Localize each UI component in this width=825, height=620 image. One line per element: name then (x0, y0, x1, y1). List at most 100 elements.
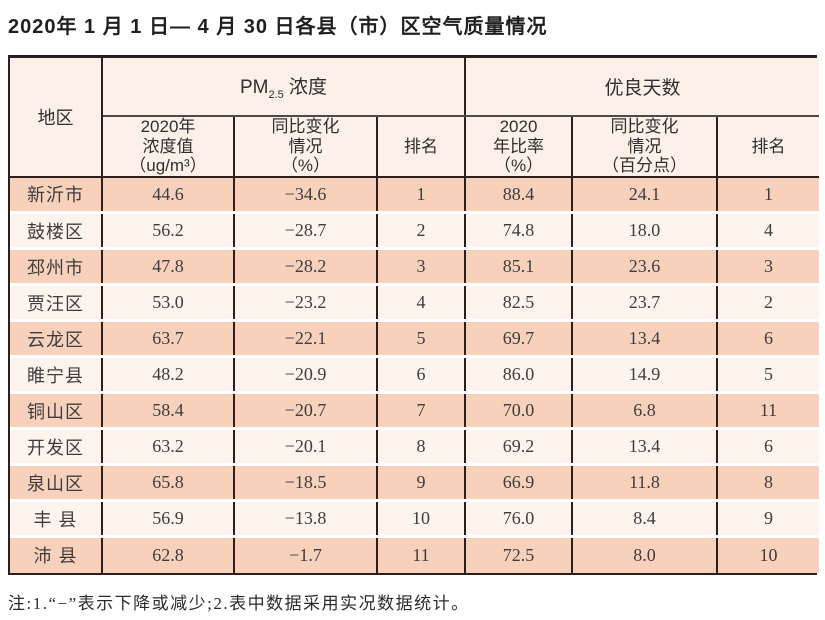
pm-value-cell: 53.0 (102, 284, 235, 323)
pm-change-cell: −18.5 (234, 464, 378, 503)
pm-value-cell: 58.4 (102, 392, 235, 431)
good-change-cell: 14.9 (572, 356, 719, 395)
region-cell: 沛 县 (10, 536, 103, 573)
region-cell: 丰 县 (10, 500, 103, 539)
table-header: 地区 PM2.5 浓度 优良天数 2020年 浓度值 （ug/m³） 同比变化 … (10, 58, 820, 178)
good-rate-cell: 82.5 (465, 284, 574, 323)
good-change-cell: 11.8 (572, 464, 719, 503)
pm-rank-cell: 11 (377, 536, 467, 573)
region-cell: 泉山区 (10, 464, 103, 503)
column-header-region: 地区 (10, 58, 103, 178)
pm-change-cell: −22.1 (234, 320, 378, 359)
table-row: 沛 县 62.8 −1.7 11 72.5 8.0 10 (10, 536, 820, 573)
good-rate-cell: 76.0 (465, 500, 574, 539)
table-row: 鼓楼区 56.2 −28.7 2 74.8 18.0 4 (10, 212, 820, 251)
table-row: 邳州市 47.8 −28.2 3 85.1 23.6 3 (10, 248, 820, 287)
region-cell: 云龙区 (10, 320, 103, 359)
table-row: 开发区 63.2 −20.1 8 69.2 13.4 6 (10, 428, 820, 467)
pm-change-cell: −23.2 (234, 284, 378, 323)
column-header-good-rank: 排名 (717, 116, 820, 178)
table-body: 新沂市 44.6 −34.6 1 88.4 24.1 1 鼓楼区 56.2 −28.7 2 74.8 1… (10, 176, 820, 573)
pm-change-cell: −1.7 (234, 536, 378, 573)
region-cell: 睢宁县 (10, 356, 103, 395)
good-rank-cell: 10 (717, 536, 820, 573)
good-rate-cell: 86.0 (465, 356, 574, 395)
pm-change-cell: −34.6 (234, 176, 378, 215)
column-header-pm-rank: 排名 (377, 116, 467, 178)
table-row: 贾汪区 53.0 −23.2 4 82.5 23.7 2 (10, 284, 820, 323)
pm-value-cell: 56.9 (102, 500, 235, 539)
good-rate-cell: 66.9 (465, 464, 574, 503)
table-row: 泉山区 65.8 −18.5 9 66.9 11.8 8 (10, 464, 820, 503)
region-cell: 开发区 (10, 428, 103, 467)
good-rate-cell: 70.0 (465, 392, 574, 431)
good-rate-cell: 69.2 (465, 428, 574, 467)
pm-rank-cell: 4 (377, 284, 467, 323)
column-header-good-rate: 2020 年比率 （%） (465, 116, 574, 178)
good-change-cell: 23.6 (572, 248, 719, 287)
pm-value-cell: 47.8 (102, 248, 235, 287)
good-rate-cell: 72.5 (465, 536, 574, 573)
pm-change-cell: −28.2 (234, 248, 378, 287)
pm-rank-cell: 9 (377, 464, 467, 503)
good-change-cell: 8.0 (572, 536, 719, 573)
region-cell: 贾汪区 (10, 284, 103, 323)
pm-rank-cell: 10 (377, 500, 467, 539)
good-rank-cell: 9 (717, 500, 820, 539)
good-rank-cell: 5 (717, 356, 820, 395)
good-rank-cell: 6 (717, 428, 820, 467)
pm-change-cell: −13.8 (234, 500, 378, 539)
pm-value-cell: 56.2 (102, 212, 235, 251)
column-header-pm-change: 同比变化 情况 （%） (234, 116, 378, 178)
pm-value-cell: 44.6 (102, 176, 235, 215)
column-header-good-change: 同比变化 情况 （百分点） (572, 116, 719, 178)
good-rank-cell: 4 (717, 212, 820, 251)
good-change-cell: 23.7 (572, 284, 719, 323)
good-rate-cell: 74.8 (465, 212, 574, 251)
air-quality-table: 地区 PM2.5 浓度 优良天数 2020年 浓度值 （ug/m³） 同比变化 … (10, 58, 820, 573)
good-rank-cell: 1 (717, 176, 820, 215)
good-change-cell: 18.0 (572, 212, 719, 251)
region-cell: 铜山区 (10, 392, 103, 431)
pm-rank-cell: 6 (377, 356, 467, 395)
pm-rank-cell: 8 (377, 428, 467, 467)
pm-value-cell: 62.8 (102, 536, 235, 573)
good-change-cell: 8.4 (572, 500, 719, 539)
good-rate-cell: 85.1 (465, 248, 574, 287)
pm-rank-cell: 7 (377, 392, 467, 431)
good-change-cell: 13.4 (572, 428, 719, 467)
air-quality-table-frame: 地区 PM2.5 浓度 优良天数 2020年 浓度值 （ug/m³） 同比变化 … (8, 55, 820, 575)
pm-change-cell: −20.9 (234, 356, 378, 395)
good-rank-cell: 2 (717, 284, 820, 323)
good-change-cell: 24.1 (572, 176, 719, 215)
pm-rank-cell: 5 (377, 320, 467, 359)
table-row: 铜山区 58.4 −20.7 7 70.0 6.8 11 (10, 392, 820, 431)
page-title: 2020年 1 月 1 日— 4 月 30 日各县（市）区空气质量情况 (8, 16, 548, 38)
good-rate-cell: 88.4 (465, 176, 574, 215)
pm-change-cell: −28.7 (234, 212, 378, 251)
pm-value-cell: 65.8 (102, 464, 235, 503)
pm-value-cell: 63.2 (102, 428, 235, 467)
pm-value-cell: 63.7 (102, 320, 235, 359)
pm-value-cell: 48.2 (102, 356, 235, 395)
pm-change-cell: −20.7 (234, 392, 378, 431)
pm-change-cell: −20.1 (234, 428, 378, 467)
table-row: 云龙区 63.7 −22.1 5 69.7 13.4 6 (10, 320, 820, 359)
good-change-cell: 13.4 (572, 320, 719, 359)
good-rank-cell: 6 (717, 320, 820, 359)
good-change-cell: 6.8 (572, 392, 719, 431)
pm25-label: PM2.5 浓度 (239, 77, 328, 101)
table-row: 新沂市 44.6 −34.6 1 88.4 24.1 1 (10, 176, 820, 215)
region-cell: 新沂市 (10, 176, 103, 215)
column-header-pm-value: 2020年 浓度值 （ug/m³） (102, 116, 235, 178)
group-header-good-days: 优良天数 (465, 58, 820, 117)
pm-rank-cell: 3 (377, 248, 467, 287)
good-rank-cell: 8 (717, 464, 820, 503)
good-rank-cell: 11 (717, 392, 820, 431)
pm-rank-cell: 2 (377, 212, 467, 251)
good-rate-cell: 69.7 (465, 320, 574, 359)
group-header-pm25: PM2.5 浓度 (102, 58, 467, 117)
region-cell: 鼓楼区 (10, 212, 103, 251)
region-cell: 邳州市 (10, 248, 103, 287)
